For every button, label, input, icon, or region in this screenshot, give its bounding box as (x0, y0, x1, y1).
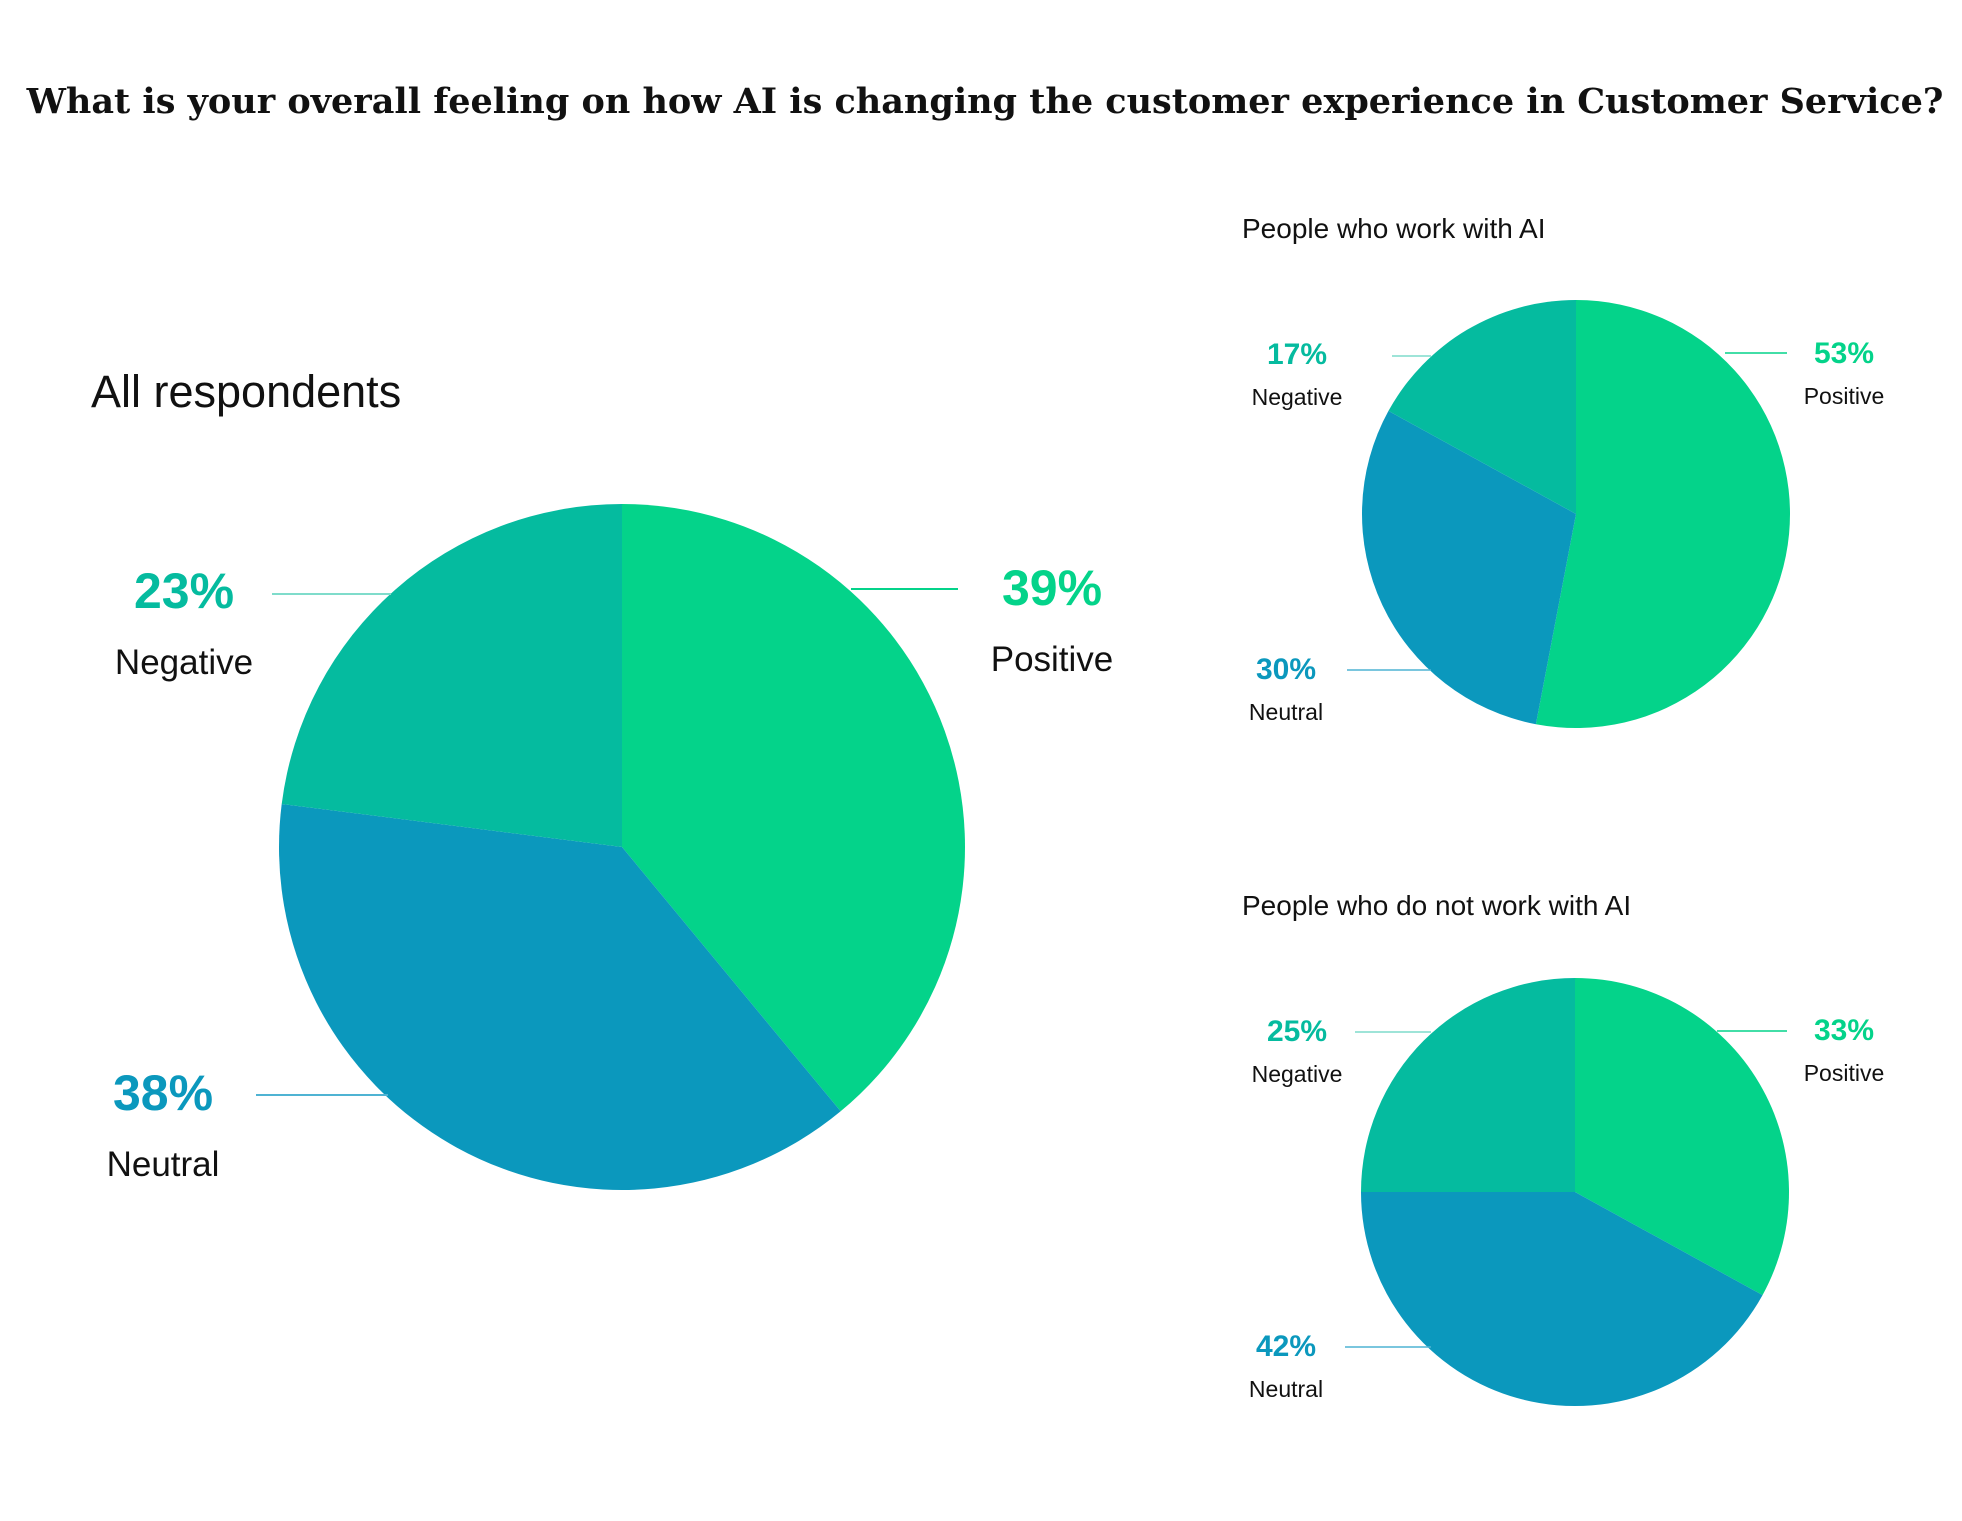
pie-slice-negative (1388, 300, 1576, 514)
chart-title: What is your overall feeling on how AI i… (26, 81, 1944, 122)
data-label-category: Negative (1252, 384, 1343, 410)
data-label-category: Neutral (1249, 699, 1323, 725)
data-label-percent: 39% (1002, 560, 1102, 616)
data-label-category: Neutral (1249, 1376, 1323, 1402)
data-label-percent: 53% (1814, 337, 1874, 370)
data-label-category: Negative (1252, 1061, 1343, 1087)
data-label-category: Negative (115, 643, 253, 682)
data-label-percent: 17% (1267, 338, 1327, 371)
pie-slice-neutral (1361, 410, 1576, 725)
pie-slice-positive (1535, 300, 1790, 728)
pie-slice-positive (1575, 978, 1790, 1296)
data-label-percent: 25% (1267, 1015, 1327, 1048)
pie-slice-neutral (1361, 1192, 1763, 1406)
data-label-percent: 23% (134, 563, 234, 619)
pie-title-all: All respondents (91, 366, 401, 417)
data-label-category: Positive (1804, 1060, 1885, 1086)
data-label-category: Positive (991, 640, 1114, 679)
data-label-category: Neutral (107, 1145, 220, 1184)
data-label-percent: 30% (1256, 653, 1316, 686)
data-label-percent: 38% (113, 1065, 213, 1121)
pie-slice-negative (1361, 978, 1575, 1192)
data-label-percent: 33% (1814, 1014, 1874, 1047)
pie-title-work-with-ai: People who work with AI (1242, 213, 1546, 244)
data-label-percent: 42% (1256, 1330, 1316, 1363)
pie-title-not-work-with-ai: People who do not work with AI (1242, 890, 1631, 921)
pie-slice-negative (281, 504, 622, 847)
pie-slice-neutral (278, 804, 841, 1190)
data-label-category: Positive (1804, 383, 1885, 409)
pie-slice-positive (622, 504, 966, 1112)
